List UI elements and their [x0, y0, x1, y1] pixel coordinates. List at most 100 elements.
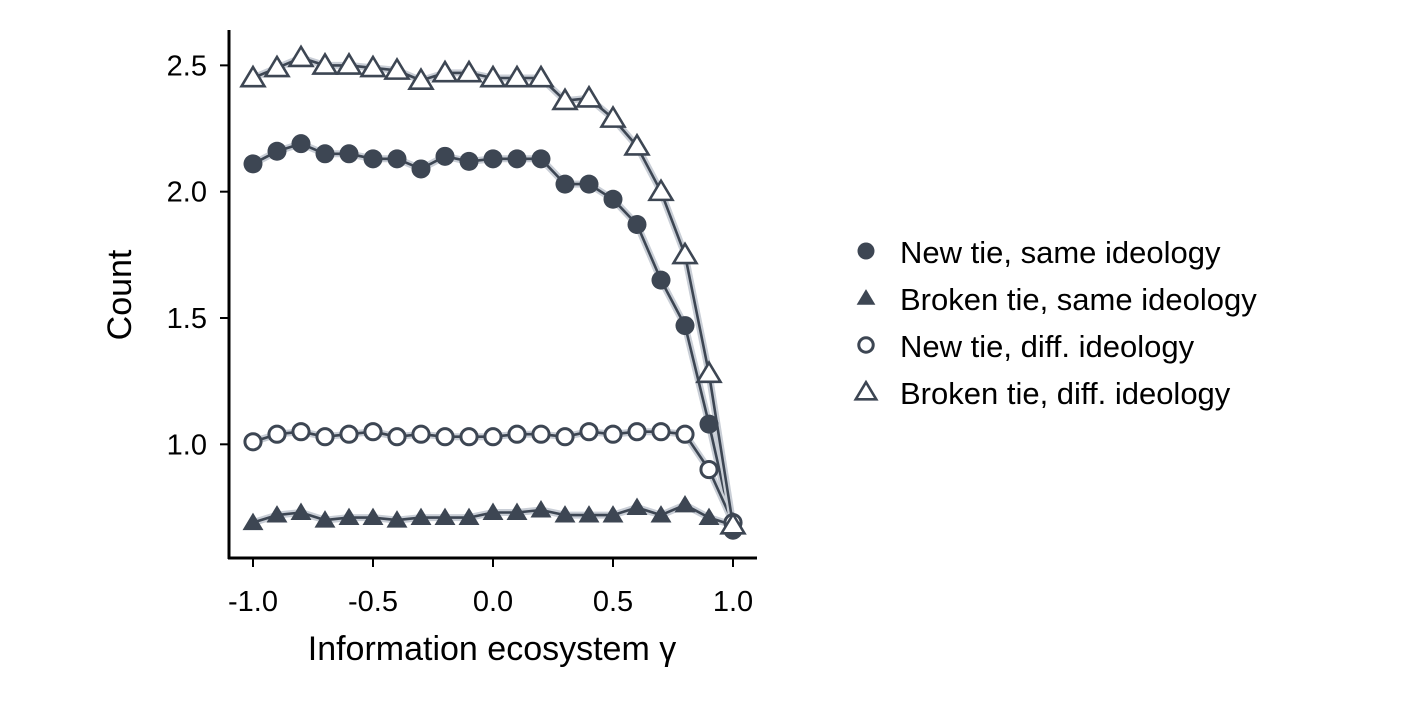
data-point — [603, 189, 623, 209]
plot-lines — [251, 54, 737, 531]
data-point — [554, 505, 576, 523]
legend-label: New tie, diff. ideology — [900, 329, 1195, 364]
data-point — [263, 54, 291, 78]
x-axis-title: Information ecosystem γ — [308, 630, 676, 668]
y-tick-label: 1.0 — [167, 429, 207, 461]
data-point — [314, 510, 336, 528]
series-line-3 — [252, 56, 735, 526]
data-point — [675, 424, 695, 444]
data-point — [626, 497, 648, 515]
y-tick-label: 1.5 — [167, 303, 207, 335]
data-point — [674, 494, 696, 513]
data-point — [579, 422, 599, 442]
data-point — [242, 512, 264, 531]
data-point — [339, 144, 359, 164]
data-point — [455, 59, 483, 83]
data-point — [503, 64, 531, 88]
x-tick-label: -0.5 — [348, 586, 398, 618]
data-point — [627, 215, 647, 235]
data-point — [458, 507, 480, 526]
data-point — [671, 241, 699, 265]
data-point — [623, 132, 651, 156]
data-point — [482, 502, 504, 521]
data-point — [555, 427, 575, 447]
legend-label: Broken tie, same ideology — [900, 282, 1257, 317]
data-point — [311, 51, 339, 75]
data-point — [647, 178, 675, 202]
data-point — [267, 424, 287, 444]
data-point — [363, 422, 383, 442]
data-point — [411, 159, 431, 179]
data-point — [290, 502, 312, 521]
data-point — [435, 427, 455, 447]
y-axis-title: Count — [101, 249, 139, 340]
data-point — [698, 507, 720, 526]
data-point — [479, 64, 507, 88]
data-point — [651, 422, 671, 442]
data-point — [699, 414, 719, 434]
x-tick-label: 0.0 — [473, 586, 513, 618]
data-point — [287, 44, 315, 68]
legend-label: New tie, same ideology — [900, 235, 1221, 270]
data-point — [699, 460, 719, 480]
data-point — [530, 500, 552, 518]
x-tick-label: 0.5 — [593, 586, 633, 618]
data-point — [578, 505, 600, 523]
y-tick-label: 2.5 — [167, 50, 207, 82]
data-point — [387, 149, 407, 169]
data-point — [483, 427, 503, 447]
data-point — [531, 424, 551, 444]
data-point — [506, 502, 528, 521]
data-point — [651, 270, 671, 290]
data-point — [459, 151, 479, 171]
data-point — [459, 427, 479, 447]
data-point — [527, 64, 555, 88]
data-point — [695, 360, 723, 384]
x-tick-label: -1.0 — [228, 586, 278, 618]
data-point — [507, 424, 527, 444]
data-point — [335, 51, 363, 75]
legend-marker-3 — [853, 379, 879, 401]
data-point — [435, 146, 455, 166]
data-point — [315, 427, 335, 447]
data-point — [266, 505, 288, 523]
data-point — [362, 507, 384, 526]
data-point — [627, 422, 647, 442]
legend: New tie, same ideology Broken tie, same i… — [853, 235, 1257, 411]
legend-marker-1 — [856, 289, 876, 305]
data-point — [555, 174, 575, 194]
data-point — [267, 141, 287, 161]
data-point — [579, 174, 599, 194]
data-point — [363, 149, 383, 169]
data-point — [387, 427, 407, 447]
data-point — [434, 507, 456, 526]
data-point — [719, 511, 747, 535]
data-point — [243, 432, 263, 452]
legend-label: Broken tie, diff. ideology — [900, 376, 1231, 411]
data-point — [339, 424, 359, 444]
data-point — [599, 104, 627, 128]
data-point — [551, 87, 579, 111]
data-point — [675, 316, 695, 336]
series-line-0 — [252, 142, 735, 531]
data-point — [650, 505, 672, 523]
data-point — [383, 56, 411, 80]
data-point — [291, 134, 311, 154]
data-point — [291, 422, 311, 442]
data-point — [531, 149, 551, 169]
data-point — [386, 510, 408, 528]
series-band-0 — [251, 140, 737, 531]
data-point — [359, 54, 387, 78]
y-tick-label: 2.0 — [167, 177, 207, 209]
legend-marker-0 — [857, 242, 875, 260]
data-point — [338, 507, 360, 526]
plot-markers — [239, 44, 747, 540]
data-point — [431, 59, 459, 83]
data-point — [239, 64, 267, 88]
data-point — [507, 149, 527, 169]
series-band-3 — [251, 54, 737, 526]
x-tick-label: 1.0 — [713, 586, 753, 618]
data-point — [411, 424, 431, 444]
data-point — [602, 505, 624, 523]
